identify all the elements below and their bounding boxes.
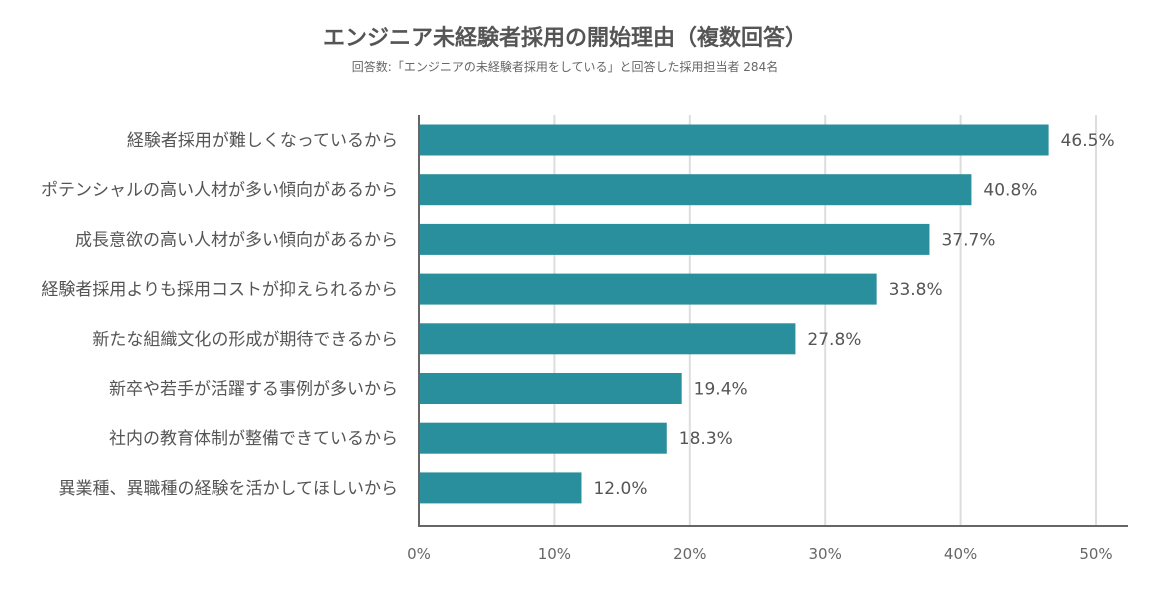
bar xyxy=(419,273,877,305)
x-tick-label: 50% xyxy=(1079,545,1112,563)
data-label: 27.8% xyxy=(807,330,861,350)
category-label: 異業種、異職種の経験を活かしてほしいから xyxy=(59,479,399,499)
axes xyxy=(418,115,1128,527)
bar xyxy=(419,472,582,504)
category-label: 新たな組織文化の形成が期待できるから xyxy=(92,330,398,350)
category-label: 経験者採用が難しくなっているから xyxy=(127,131,398,151)
bar xyxy=(419,223,930,255)
bar xyxy=(419,174,972,206)
data-label: 18.3% xyxy=(679,429,733,449)
category-label: ポテンシャルの高い人材が多い傾向があるから xyxy=(41,181,398,201)
x-tick-label: 40% xyxy=(944,545,977,563)
category-label: 社内の教育体制が整備できているから xyxy=(109,429,398,449)
x-tick-label: 30% xyxy=(809,545,842,563)
chart-subtitle: 回答数:「エンジニアの未経験者採用をしている」と回答した採用担当者 284名 xyxy=(351,60,779,74)
labels: 0% 10% 20% 30% 40% 50% 経験者採用が難しくなっているから 46.5% ポテ… xyxy=(41,131,1115,563)
bar xyxy=(419,323,796,355)
chart-title: エンジニア未経験者採用の開始理由（複数回答） xyxy=(322,26,807,51)
data-label: 37.7% xyxy=(941,230,995,250)
data-label: 33.8% xyxy=(889,280,943,300)
data-label: 19.4% xyxy=(694,380,748,400)
data-label: 40.8% xyxy=(983,181,1037,201)
bar xyxy=(419,373,682,404)
bar xyxy=(419,124,1049,156)
category-label: 経験者採用よりも採用コストが抑えられるから xyxy=(41,280,398,300)
x-tick-label: 0% xyxy=(407,545,431,563)
x-tick-label: 10% xyxy=(538,545,571,563)
data-label: 12.0% xyxy=(593,479,647,499)
x-tick-label: 20% xyxy=(673,545,706,563)
bars xyxy=(419,124,1049,504)
bar xyxy=(419,422,667,454)
category-label: 新卒や若手が活躍する事例が多いから xyxy=(109,380,398,400)
data-label: 46.5% xyxy=(1061,131,1115,151)
category-label: 成長意欲の高い人材が多い傾向があるから xyxy=(75,230,398,250)
